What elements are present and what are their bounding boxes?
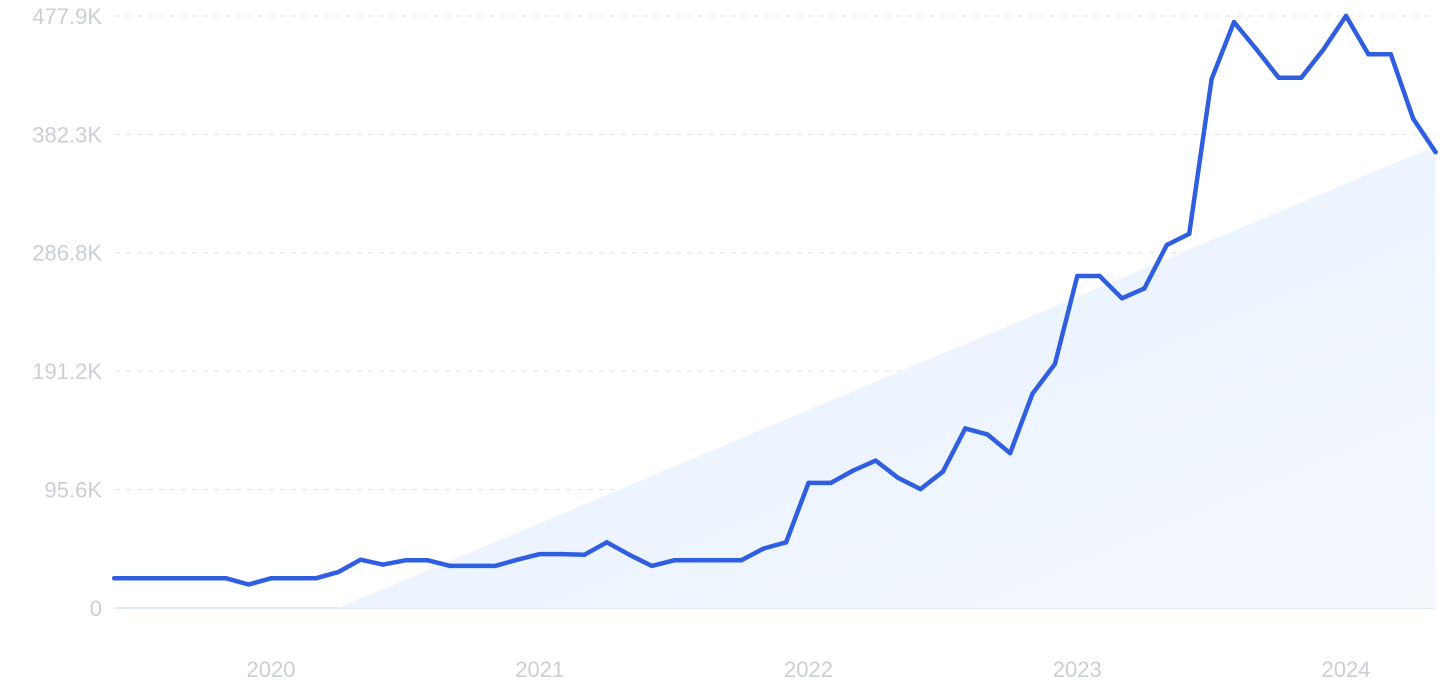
y-tick-label: 95.6K [45,478,103,503]
data-point [492,563,498,569]
y-tick-label: 191.2K [32,359,102,384]
data-point [1366,52,1371,57]
x-tick-label: 2022 [784,657,833,682]
data-point [201,576,206,581]
data-point [1119,296,1125,301]
x-tick-label: 2023 [1053,657,1102,682]
data-point [559,551,565,557]
data-point [1075,273,1080,279]
data-point [1411,116,1416,121]
series-line [111,13,1438,587]
data-point [918,486,923,492]
data-point [761,546,766,551]
data-point [179,576,184,581]
data-point [873,458,878,463]
data-point [425,558,430,563]
data-point [1142,286,1147,291]
trend-area-shape [338,145,1436,608]
data-point [739,558,744,563]
y-tick-label: 286.8K [32,241,102,266]
data-point [1321,47,1326,52]
data-point [224,576,229,581]
trend-area [338,145,1436,608]
data-point [828,480,834,486]
data-point [1164,242,1170,248]
data-point [1097,273,1102,279]
x-tick-label: 2020 [247,657,296,682]
data-point [895,475,901,481]
data-point [448,563,453,569]
data-point [1343,13,1349,19]
data-point [246,582,251,587]
data-point [291,576,296,581]
data-point [1276,75,1282,81]
y-tick-label: 0 [90,596,102,621]
data-point [268,576,274,581]
data-point [1030,391,1035,396]
data-point [336,569,341,575]
data-point [806,480,811,486]
y-axis-ticks: 0 95.6K 191.2K 286.8K 382.3K 477.9K [32,4,102,621]
data-point [134,576,139,581]
data-point [1388,52,1394,57]
data-point [694,558,699,563]
data-point [1187,231,1192,237]
data-point [403,558,408,563]
data-point [716,558,722,563]
y-tick-label: 382.3K [32,122,102,147]
data-point [783,540,789,545]
data-point [156,576,162,581]
data-point [1209,76,1214,82]
y-tick-label: 477.9K [32,4,102,29]
data-point [358,557,363,562]
x-axis-ticks: 2020 2021 2022 2023 2024 [247,657,1371,682]
data-point [1299,75,1304,81]
data-point [963,426,968,431]
x-tick-label: 2021 [515,657,564,682]
data-point [1254,47,1259,52]
data-point [1433,149,1438,155]
data-point [470,563,475,569]
data-point [1231,19,1237,25]
data-point [604,540,610,545]
data-point [649,563,654,569]
data-point [1007,451,1013,456]
data-point [627,552,632,557]
series-layer [111,13,1438,587]
data-point [313,576,318,581]
data-point [515,557,520,562]
x-tick-label: 2024 [1322,657,1371,682]
data-point [112,576,117,581]
data-point [1052,361,1058,367]
data-point [582,552,587,557]
data-point [537,551,542,557]
data-point [380,562,386,567]
data-point [985,432,990,437]
data-point [940,469,946,474]
data-point [671,558,677,563]
data-point [851,468,856,473]
